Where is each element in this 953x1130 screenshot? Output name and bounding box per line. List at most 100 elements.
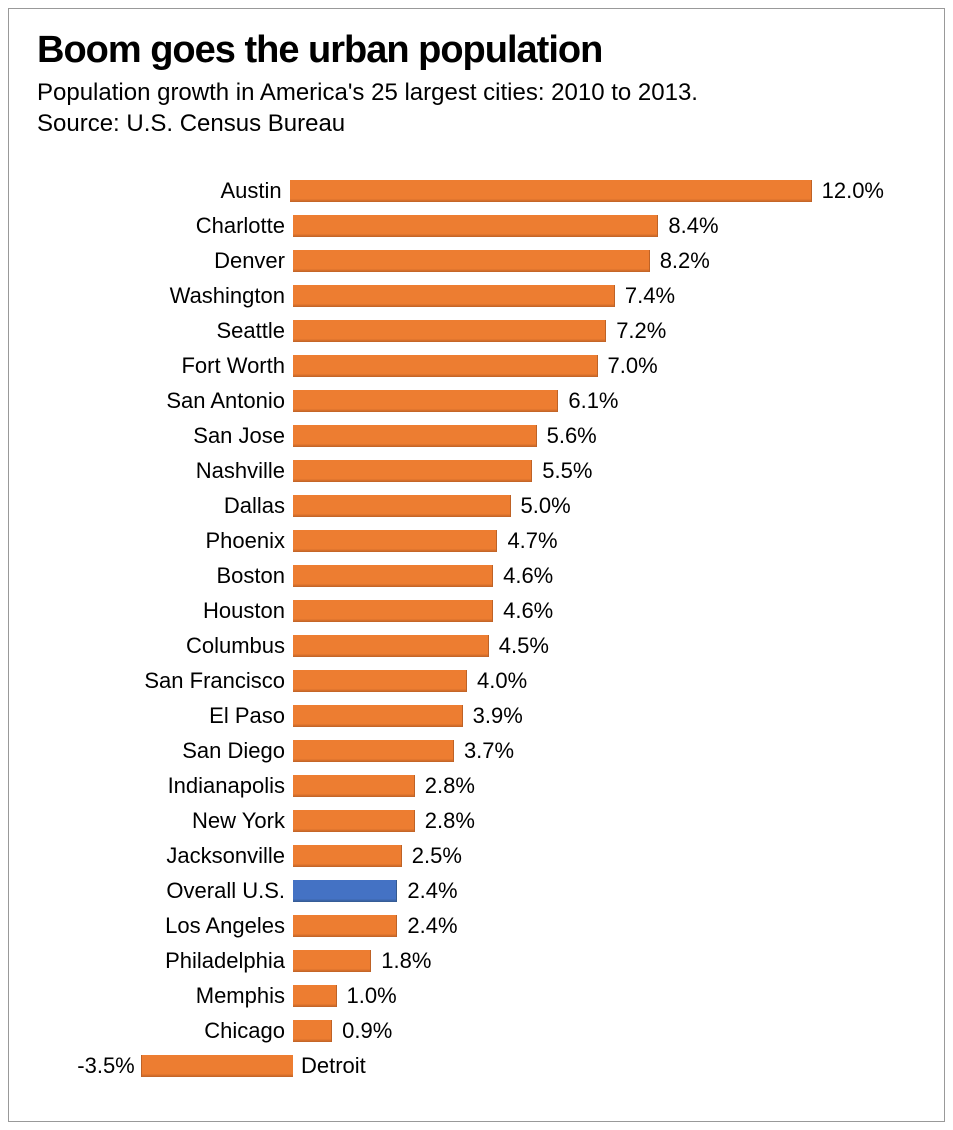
bar-row: Memphis1.0% [45, 978, 884, 1013]
bar-value: 4.0% [467, 668, 527, 694]
bar [293, 775, 415, 797]
bar-row: Boston 4.6% [45, 558, 884, 593]
bar [293, 985, 337, 1007]
bar [293, 355, 598, 377]
bar [293, 320, 606, 342]
bar-value: 7.4% [615, 283, 675, 309]
bar-positive-area: 2.8% [293, 808, 884, 834]
bar-value: 1.0% [337, 983, 397, 1009]
bar-chart: Austin12.0% Charlotte8.4% Denver 8.2% Washin… [9, 149, 944, 1103]
bar-positive-area: 0.9% [293, 1018, 884, 1044]
bar-value: 7.0% [598, 353, 658, 379]
bar-row: Fort Worth 7.0% [45, 348, 884, 383]
bar-row: El Paso3.9% [45, 698, 884, 733]
bar-row: Charlotte8.4% [45, 208, 884, 243]
bar-value: 4.6% [493, 598, 553, 624]
bar-value: 5.6% [537, 423, 597, 449]
bar-positive-area: 2.4% [293, 913, 884, 939]
bar-positive-area: 8.2% [293, 248, 884, 274]
bar-row: San Antonio6.1% [45, 383, 884, 418]
bar-value: 0.9% [332, 1018, 392, 1044]
bar [293, 670, 467, 692]
bar-row: Washington 7.4% [45, 278, 884, 313]
bar-label: Charlotte [45, 213, 293, 239]
bar-label: Dallas [45, 493, 293, 519]
bar-value: -3.5% [77, 1053, 140, 1079]
bar-row: Seattle7.2% [45, 313, 884, 348]
bar-label: San Francisco [45, 668, 293, 694]
bar-positive-area: 5.5% [293, 458, 884, 484]
bar [293, 250, 650, 272]
bar-label: Los Angeles [45, 913, 293, 939]
bar-row: Phoenix4.7% [45, 523, 884, 558]
bar [293, 705, 463, 727]
bar [293, 425, 537, 447]
bar-label: Washington [45, 283, 293, 309]
subtitle-line: Population growth in America's 25 larges… [37, 79, 698, 106]
bar [293, 460, 532, 482]
bar-positive-area: 4.5% [293, 633, 884, 659]
bar [293, 880, 397, 902]
bar [293, 810, 415, 832]
bar-value: 7.2% [606, 318, 666, 344]
bar-label: Denver [45, 248, 293, 274]
bar-row: San Diego3.7% [45, 733, 884, 768]
bar-positive-area: 4.6% [293, 598, 884, 624]
bar-value: 4.7% [497, 528, 557, 554]
bar [293, 495, 511, 517]
bar-label: Columbus [45, 633, 293, 659]
chart-header: Boom goes the urban population Populatio… [9, 9, 944, 149]
bar [293, 845, 402, 867]
bar-row: San Francisco 4.0% [45, 663, 884, 698]
bar [141, 1055, 293, 1077]
chart-frame: Boom goes the urban population Populatio… [8, 8, 945, 1122]
bar-value: 8.2% [650, 248, 710, 274]
bar [293, 740, 454, 762]
bar-value: 4.6% [493, 563, 553, 589]
bar [293, 635, 489, 657]
bar-row: Overall U.S.2.4% [45, 873, 884, 908]
chart-title: Boom goes the urban population [37, 31, 916, 71]
chart-subtitle: Population growth in America's 25 larges… [37, 77, 916, 139]
bar-label: Philadelphia [45, 948, 293, 974]
bar-label: Austin [45, 178, 290, 204]
bar-label: San Diego [45, 738, 293, 764]
bar-value: 2.4% [397, 878, 457, 904]
bar-positive-area: 5.6% [293, 423, 884, 449]
bar-value: 5.0% [511, 493, 571, 519]
bar-row: Chicago0.9% [45, 1013, 884, 1048]
bar-row: Denver 8.2% [45, 243, 884, 278]
bar-positive-area: 4.7% [293, 528, 884, 554]
bar-value: 3.9% [463, 703, 523, 729]
bar-label: Boston [45, 563, 293, 589]
bar-positive-area: 7.0% [293, 353, 884, 379]
bar-row: Houston 4.6% [45, 593, 884, 628]
bar-positive-area: 2.5% [293, 843, 884, 869]
bar [293, 565, 493, 587]
bar-positive-area: 4.0% [293, 668, 884, 694]
bar-positive-area: 7.2% [293, 318, 884, 344]
subtitle-line: Source: U.S. Census Bureau [37, 110, 345, 137]
bar [293, 1020, 332, 1042]
bar-value: 2.5% [402, 843, 462, 869]
bar-value: 6.1% [558, 388, 618, 414]
bar-positive-area: 12.0% [290, 178, 884, 204]
bar-row: San Jose5.6% [45, 418, 884, 453]
bar-value: 2.8% [415, 773, 475, 799]
bar-positive-area: 2.4% [293, 878, 884, 904]
bar-row: -3.5%Detroit [45, 1048, 884, 1083]
bar [293, 530, 497, 552]
bar-row: Columbus4.5% [45, 628, 884, 663]
bar-positive-area: 7.4% [293, 283, 884, 309]
bar-row: Dallas 5.0% [45, 488, 884, 523]
bar-label: Fort Worth [45, 353, 293, 379]
bar-positive-area: 1.0% [293, 983, 884, 1009]
bar-positive-area: 6.1% [293, 388, 884, 414]
bar-label: Jacksonville [45, 843, 293, 869]
bar-value: 1.8% [371, 948, 431, 974]
bar [293, 915, 397, 937]
bar [293, 285, 615, 307]
bar [293, 600, 493, 622]
bar-label: Houston [45, 598, 293, 624]
bar-positive-area: 4.6% [293, 563, 884, 589]
